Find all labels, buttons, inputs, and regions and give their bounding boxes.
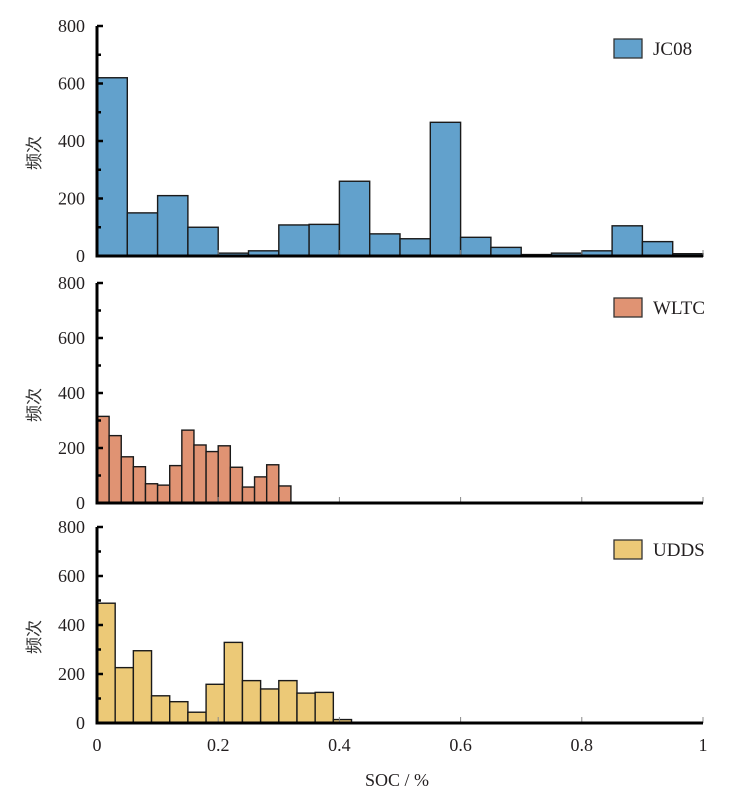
panel-wltc: 0 200 400 600 800 频次 WLTC	[25, 273, 705, 513]
legend-swatch	[613, 539, 643, 560]
histogram-bar	[150, 695, 171, 724]
y-axis-label: 频次	[25, 388, 45, 422]
y-tick-label: 200	[58, 189, 85, 209]
y-tick-label: 800	[58, 16, 85, 36]
y-tick-label: 600	[58, 328, 85, 348]
x-tick-label: 0.2	[207, 735, 230, 755]
histogram-bar	[253, 476, 268, 504]
histogram-bar	[399, 238, 431, 257]
y-tick-label: 400	[58, 131, 85, 151]
histogram-bar	[108, 434, 122, 504]
histogram-bar	[156, 484, 171, 504]
histogram-bar	[278, 679, 298, 724]
histogram-bar	[369, 233, 401, 257]
histogram-bar	[308, 223, 341, 257]
histogram-bar	[96, 602, 116, 724]
histogram-bar	[169, 464, 183, 504]
y-tick-label: 400	[58, 615, 85, 635]
y-tick-label: 0	[76, 246, 85, 266]
histogram-bar	[259, 688, 280, 724]
histogram-bar	[241, 679, 262, 724]
legend: JC08	[613, 38, 692, 60]
histogram-bar	[187, 226, 219, 257]
legend-label: WLTC	[653, 298, 705, 319]
x-tick-label: 0.4	[328, 735, 351, 755]
histogram-bar	[223, 641, 244, 724]
x-tick-label: 0.6	[449, 735, 472, 755]
histogram-bar	[641, 240, 674, 257]
histogram-bar	[132, 650, 153, 724]
histogram-bar	[338, 180, 371, 257]
y-axis-label: 频次	[25, 620, 45, 654]
y-tick-label: 800	[58, 273, 85, 293]
histogram-bar	[96, 415, 110, 504]
y-tick-label: 0	[76, 493, 85, 513]
histogram-bar	[132, 466, 147, 504]
histogram-bar	[278, 485, 292, 504]
histogram-bar	[229, 466, 244, 504]
legend-swatch	[613, 297, 643, 318]
histogram-bar	[241, 486, 256, 504]
y-tick-label: 0	[76, 713, 85, 733]
histogram-bar	[459, 236, 492, 257]
histogram-bar	[96, 77, 128, 257]
histogram-bar	[120, 456, 135, 504]
legend: UDDS	[613, 539, 705, 561]
panel-udds: 0 200 400 600 800 频次 UDDS 0 0.2 0.4 0.6 0.8 1 SOC / %	[25, 517, 708, 790]
histogram-bar	[296, 692, 316, 724]
legend-swatch	[613, 38, 643, 59]
y-tick-label: 600	[58, 566, 85, 586]
histogram-bar	[278, 224, 310, 257]
x-tick-label: 0.8	[571, 735, 594, 755]
y-tick-label: 800	[58, 517, 85, 537]
histogram-bar	[156, 194, 189, 257]
histogram-bar	[217, 445, 232, 504]
y-tick-label: 200	[58, 664, 85, 684]
y-tick-label: 600	[58, 74, 85, 94]
histogram-bar	[205, 683, 225, 724]
x-tick-label: 0	[93, 735, 102, 755]
histogram-bar	[314, 691, 335, 724]
histogram-bar	[126, 212, 159, 257]
x-axis-label: SOC / %	[365, 770, 429, 790]
histogram-bar	[265, 464, 280, 504]
histogram-bar	[114, 666, 135, 724]
histogram-bar	[429, 121, 462, 257]
histogram-bar	[144, 483, 159, 504]
legend: WLTC	[613, 297, 705, 319]
histogram-bar	[611, 225, 644, 257]
histogram-bar	[181, 429, 195, 504]
y-tick-label: 400	[58, 383, 85, 403]
y-tick-label: 200	[58, 438, 85, 458]
y-axis-label: 频次	[25, 136, 45, 170]
histogram-bar	[187, 711, 207, 724]
histogram-bar	[205, 450, 219, 504]
legend-label: UDDS	[653, 540, 705, 561]
x-tick-label: 1	[699, 735, 708, 755]
histogram-bar	[193, 444, 207, 504]
histogram-bar	[169, 700, 189, 724]
panel-jc08: 0 200 400 600 800 频次 JC08	[25, 16, 704, 266]
legend-label: JC08	[653, 39, 692, 60]
